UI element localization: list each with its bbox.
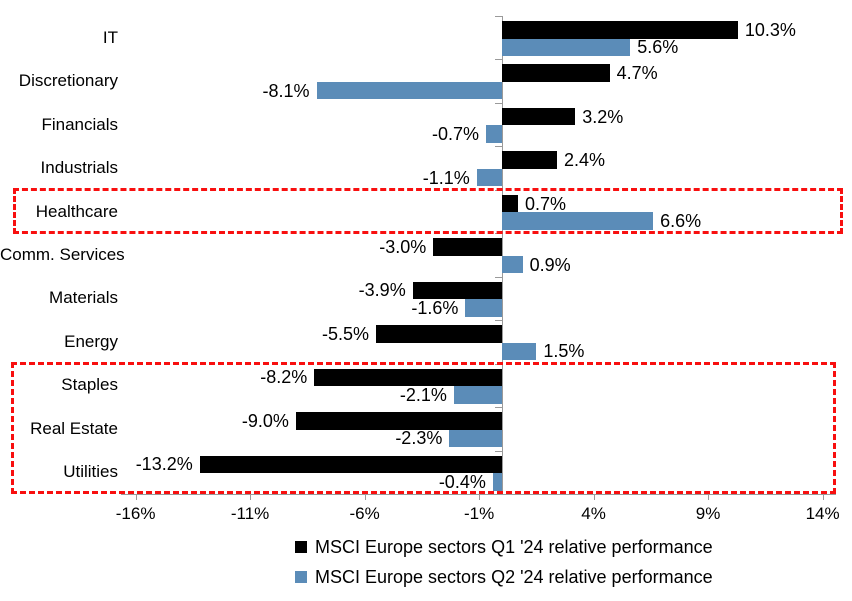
category-label-materials: Materials bbox=[49, 288, 118, 308]
bar-q2-energy bbox=[502, 342, 537, 361]
legend-item-q2: MSCI Europe sectors Q2 '24 relative perf… bbox=[295, 562, 713, 592]
bar-value-label-q1-healthcare: 0.7% bbox=[525, 193, 567, 214]
bar-q1-financials bbox=[502, 107, 576, 126]
bar-value-label-q1-discretionary: 4.7% bbox=[616, 63, 658, 84]
bar-value-label-q2-utilities: -0.4% bbox=[438, 471, 486, 492]
category-label-staples: Staples bbox=[61, 375, 118, 395]
value-axis-tick-label: 4% bbox=[581, 504, 606, 523]
bar-q1-utilities bbox=[199, 455, 502, 473]
bar-value-label-q1-utilities: -13.2% bbox=[135, 454, 193, 475]
category-label-energy: Energy bbox=[64, 331, 118, 351]
category-label-it: IT bbox=[102, 27, 118, 47]
bar-value-label-q2-financials: -0.7% bbox=[431, 124, 479, 145]
bar-value-label-q1-it: 10.3% bbox=[744, 19, 796, 40]
category-axis-tick bbox=[495, 59, 502, 61]
category-axis-line bbox=[502, 16, 503, 494]
bar-q1-healthcare bbox=[502, 194, 519, 213]
bar-q2-real-estate bbox=[449, 429, 502, 448]
category-label-industrials: Industrials bbox=[40, 158, 118, 178]
bar-q1-staples bbox=[314, 368, 502, 387]
bar-value-label-q1-staples: -8.2% bbox=[260, 367, 308, 388]
bar-q2-industrials bbox=[476, 168, 502, 187]
bar-q1-discretionary bbox=[502, 64, 610, 82]
category-label-financials: Financials bbox=[41, 114, 118, 134]
value-axis-tick bbox=[135, 494, 137, 500]
bar-value-label-q1-comm-services: -3.0% bbox=[379, 237, 427, 257]
value-axis-tick-label: -1% bbox=[463, 504, 495, 523]
category-label-utilities: Utilities bbox=[63, 462, 118, 482]
category-label-healthcare: Healthcare bbox=[35, 201, 118, 221]
category-axis-tick bbox=[495, 320, 502, 322]
bar-q1-industrials bbox=[502, 151, 557, 169]
bar-q2-materials bbox=[465, 299, 502, 317]
category-label-comm-services: Comm. Services bbox=[0, 244, 125, 264]
category-axis-tick bbox=[495, 102, 502, 104]
bar-value-label-q2-industrials: -1.1% bbox=[422, 167, 470, 188]
value-axis-tick-label: 14% bbox=[805, 504, 840, 523]
bar-value-label-q2-it: 5.6% bbox=[637, 37, 679, 58]
value-axis-tick bbox=[364, 494, 366, 500]
bar-value-label-q1-materials: -3.9% bbox=[358, 280, 406, 301]
value-axis-tick-label: 9% bbox=[695, 504, 721, 523]
bar-q1-materials bbox=[412, 281, 502, 300]
value-axis-tick bbox=[593, 494, 595, 500]
bar-q2-healthcare bbox=[502, 212, 654, 230]
bar-value-label-q1-industrials: 2.4% bbox=[563, 150, 605, 171]
bar-q1-comm-services bbox=[433, 238, 502, 256]
value-axis-tick bbox=[708, 494, 710, 500]
category-axis-tick bbox=[495, 450, 502, 452]
bar-value-label-q2-discretionary: -8.1% bbox=[262, 80, 310, 101]
value-axis-tick-label: -11% bbox=[230, 504, 270, 523]
legend-label-q2: MSCI Europe sectors Q2 '24 relative perf… bbox=[315, 566, 713, 587]
bar-value-label-q2-energy: 1.5% bbox=[543, 341, 585, 362]
bar-value-label-q2-real-estate: -2.3% bbox=[395, 428, 443, 449]
bar-value-label-q1-energy: -5.5% bbox=[322, 323, 370, 344]
legend-swatch-q2-icon bbox=[295, 571, 307, 583]
category-axis-tick bbox=[495, 146, 502, 148]
category-axis-tick bbox=[495, 276, 502, 278]
bar-value-label-q1-real-estate: -9.0% bbox=[241, 410, 289, 431]
bar-value-label-q2-staples: -2.1% bbox=[399, 384, 447, 405]
legend: MSCI Europe sectors Q1 '24 relative perf… bbox=[295, 532, 713, 592]
category-axis-tick bbox=[495, 363, 502, 365]
highlight-box-1 bbox=[13, 188, 843, 234]
bar-q2-it bbox=[502, 38, 631, 56]
bar-q1-it bbox=[502, 21, 738, 39]
bar-value-label-q1-financials: 3.2% bbox=[582, 106, 624, 127]
value-axis-tick-label: -16% bbox=[115, 504, 156, 523]
bar-value-label-q2-materials: -1.6% bbox=[411, 297, 459, 318]
category-axis-tick bbox=[495, 407, 502, 409]
value-axis-tick bbox=[822, 494, 824, 500]
bar-value-label-q2-healthcare: 6.6% bbox=[660, 211, 702, 232]
legend-swatch-q1-icon bbox=[295, 541, 307, 553]
category-label-discretionary: Discretionary bbox=[18, 71, 118, 91]
legend-item-q1: MSCI Europe sectors Q1 '24 relative perf… bbox=[295, 532, 713, 562]
bar-q2-staples bbox=[453, 386, 502, 404]
category-axis-tick bbox=[495, 189, 502, 191]
value-axis-line bbox=[121, 494, 836, 495]
bar-q2-utilities bbox=[492, 473, 502, 491]
bar-q1-real-estate bbox=[295, 412, 502, 430]
category-axis-tick bbox=[495, 16, 502, 17]
bar-q2-discretionary bbox=[316, 81, 502, 100]
bar-q2-financials bbox=[485, 125, 502, 143]
value-axis-tick bbox=[250, 494, 252, 500]
value-axis-tick bbox=[479, 494, 481, 500]
bar-q2-comm-services bbox=[502, 255, 523, 274]
legend-label-q1: MSCI Europe sectors Q1 '24 relative perf… bbox=[315, 536, 713, 557]
category-axis-tick bbox=[495, 233, 502, 235]
bar-value-label-q2-comm-services: 0.9% bbox=[529, 254, 571, 275]
value-axis-tick-label: -6% bbox=[349, 504, 380, 523]
bar-q1-energy bbox=[376, 325, 502, 343]
category-label-real-estate: Real Estate bbox=[30, 418, 118, 438]
